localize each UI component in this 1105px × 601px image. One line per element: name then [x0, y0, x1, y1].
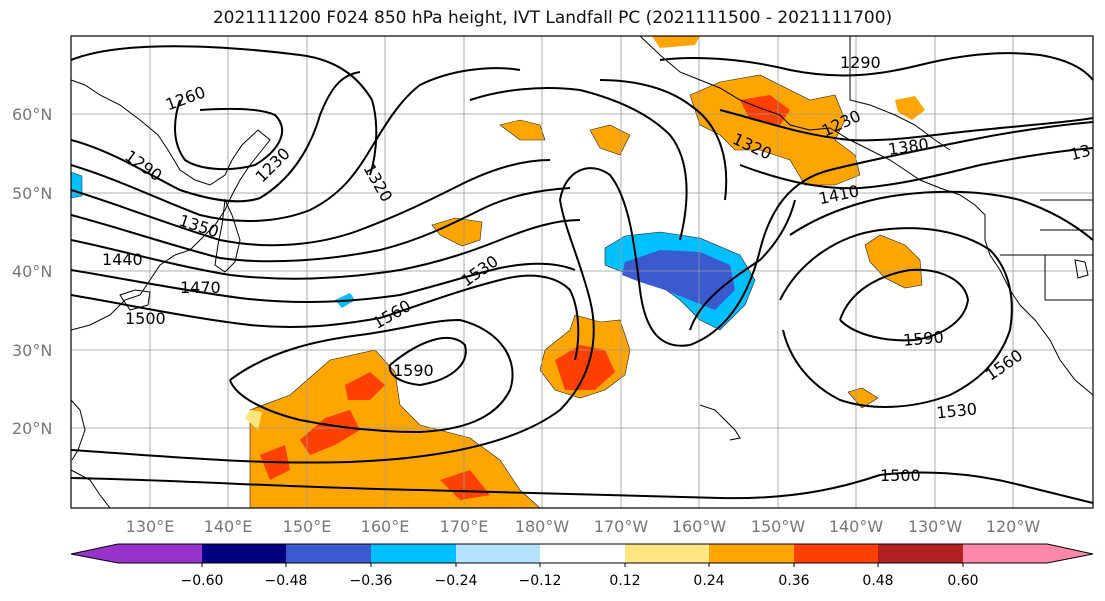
shade-orange-ak2 — [895, 96, 925, 120]
shade-orange-west — [249, 349, 541, 508]
ivt-shading — [71, 36, 925, 508]
lon-label: 130°E — [126, 517, 175, 536]
colorbar-ticks — [201, 563, 964, 567]
colorbar-outline — [70, 543, 1094, 564]
colorbar-tick-label: 0.36 — [778, 573, 809, 589]
lon-label: 120°W — [986, 517, 1041, 536]
colorbar-tick-label: −0.36 — [350, 573, 393, 589]
lat-label: 20°N — [12, 419, 52, 438]
lon-label: 170°W — [594, 517, 649, 536]
lon-label: 180°W — [515, 517, 570, 536]
shade-yellow-west — [245, 410, 262, 430]
lat-label: 30°N — [12, 341, 52, 360]
lon-label: 150°E — [283, 517, 332, 536]
shade-orange-n2 — [589, 124, 631, 156]
contour-label: 1500 — [125, 309, 166, 328]
contour-label: 1230 — [252, 144, 294, 186]
lon-label: 140°E — [204, 517, 253, 536]
colorbar-seg-2 — [286, 544, 371, 563]
shade-blue-west — [71, 171, 83, 199]
contour-label: 1500 — [880, 466, 921, 485]
shade-orange-top — [652, 36, 700, 48]
contour-labels: 1260 1290 1230 1320 1350 1440 1470 1500 … — [102, 53, 1093, 485]
contour-label: 1320 — [360, 160, 397, 205]
colorbar-seg-3 — [371, 544, 456, 563]
lon-label: 170°E — [440, 517, 489, 536]
colorbar: −0.60 −0.48 −0.36 −0.24 −0.12 0.12 0.24 … — [70, 543, 1094, 589]
shade-red-west2 — [345, 372, 385, 400]
map-title: 2021111200 F024 850 hPa height, IVT Land… — [212, 8, 893, 28]
colorbar-tick-label: 0.12 — [609, 573, 640, 589]
lat-label: 60°N — [12, 105, 52, 124]
contour-label: 1440 — [102, 250, 143, 269]
contour-label: 1380 — [887, 134, 930, 158]
shade-orange-east — [864, 234, 923, 289]
lon-label: 160°W — [672, 517, 727, 536]
shade-red-central — [555, 345, 615, 390]
lat-label: 50°N — [12, 184, 52, 203]
contour-label: 1470 — [180, 278, 221, 297]
colorbar-tick-label: −0.24 — [435, 573, 478, 589]
contour-label: 1590 — [393, 361, 434, 380]
colorbar-tick-label: 0.24 — [693, 573, 724, 589]
lon-label: 130°W — [908, 517, 963, 536]
colorbar-seg-8 — [794, 544, 878, 563]
colorbar-tick-label: 0.48 — [862, 573, 893, 589]
colorbar-seg-9 — [878, 544, 963, 563]
colorbar-seg-1 — [202, 544, 286, 563]
colorbar-tick-label: −0.12 — [519, 573, 562, 589]
contour-label: 1350 — [177, 211, 222, 242]
colorbar-tick-label: −0.48 — [265, 573, 308, 589]
colorbar-seg-10 — [963, 544, 1093, 563]
shade-orange-n1 — [499, 119, 546, 141]
shade-orange-nw — [431, 217, 483, 247]
colorbar-seg-4 — [456, 544, 540, 563]
lon-label: 140°W — [829, 517, 884, 536]
contour-label: 1290 — [840, 53, 881, 72]
contour-label: 1560 — [982, 346, 1026, 385]
contour-label: 13 — [1068, 141, 1093, 165]
longitude-labels: 130°E 140°E 150°E 160°E 170°E 180°W 170°… — [126, 517, 1041, 536]
colorbar-seg-7 — [709, 544, 794, 563]
colorbar-seg-0 — [71, 544, 202, 563]
contour-label: 1530 — [935, 399, 977, 422]
lat-label: 40°N — [12, 262, 52, 281]
lon-label: 160°E — [361, 517, 410, 536]
height-contours — [71, 45, 1093, 504]
colorbar-tick-label: −0.60 — [181, 573, 224, 589]
contour-label: 1590 — [902, 327, 944, 349]
colorbar-tick-label: 0.60 — [947, 573, 978, 589]
shade-red-west1 — [300, 410, 360, 455]
colorbar-seg-6 — [625, 544, 709, 563]
lon-label: 150°W — [751, 517, 806, 536]
colorbar-tick-labels: −0.60 −0.48 −0.36 −0.24 −0.12 0.12 0.24 … — [181, 573, 979, 589]
shade-orange-east-small — [847, 387, 879, 409]
colorbar-seg-5 — [540, 544, 625, 563]
shade-orange-alaska — [689, 74, 861, 186]
coastlines — [71, 36, 1093, 508]
shade-blue-dark — [622, 250, 735, 310]
plot-frame — [70, 35, 1094, 509]
latitude-labels: 60°N 50°N 40°N 30°N 20°N — [12, 105, 52, 438]
